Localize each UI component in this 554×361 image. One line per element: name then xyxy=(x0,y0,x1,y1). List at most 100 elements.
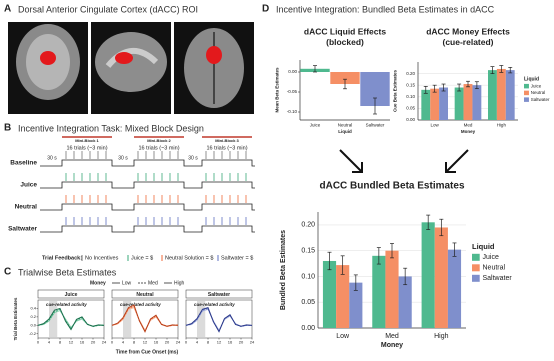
x-tick-label: Neutral xyxy=(338,123,353,128)
row-label: Neutral xyxy=(15,204,38,211)
y-tick-label: 0.4 xyxy=(30,306,36,311)
y-tick-label: 0.10 xyxy=(301,273,315,280)
legend-swatch xyxy=(524,83,529,89)
highlight xyxy=(197,300,206,338)
y-tick-label: 0.00 xyxy=(406,117,415,122)
arrows xyxy=(339,149,469,173)
annotation: cue-related activity xyxy=(194,302,235,307)
bar xyxy=(505,70,515,120)
panel-letter: D xyxy=(262,4,269,15)
block-timeline xyxy=(40,203,255,211)
x-axis-label: Time from Cue Onset (ms) xyxy=(116,349,179,355)
x-tick-label: Low xyxy=(336,333,350,340)
x-tick-label: Low xyxy=(431,123,440,128)
x-tick-label: 0 xyxy=(111,340,114,345)
legend-swatch xyxy=(524,90,529,96)
feedback-label: Juice = $ xyxy=(131,255,153,261)
panel-title: Trialwise Beta Estimates xyxy=(18,267,117,277)
x-axis-label: Money xyxy=(381,342,403,349)
y-tick-label: 0.00 xyxy=(288,69,297,74)
y-tick-label: 0.10 xyxy=(406,94,415,99)
x-tick-label: 16 xyxy=(80,340,85,345)
block-label: 16 trials (~3 min) xyxy=(66,145,107,151)
y-tick-label: -0.10 xyxy=(287,109,298,114)
chart-title: dACC Bundled Beta Estimates xyxy=(319,181,464,192)
facet-label: Saltwater xyxy=(208,292,230,298)
row-label: Juice xyxy=(20,182,37,189)
mini-block-label: Mini-Block 2 xyxy=(147,138,171,143)
bar xyxy=(398,276,412,328)
x-tick-label: 4 xyxy=(48,340,51,345)
x-tick-label: 8 xyxy=(207,340,210,345)
panel-title: Incentive Integration: Bundled Beta Esti… xyxy=(276,4,495,14)
x-tick-label: 20 xyxy=(165,340,170,345)
legend-title: Money xyxy=(90,280,106,286)
y-tick-label: 0.2 xyxy=(30,314,36,319)
x-tick-label: High xyxy=(497,123,507,128)
facet-strip xyxy=(111,289,179,299)
panel-title: Dorsal Anterior Cingulate Cortex (dACC) … xyxy=(18,4,198,14)
x-tick-label: 20 xyxy=(239,340,244,345)
x-tick-label: 24 xyxy=(102,340,107,345)
bar xyxy=(472,85,482,120)
series-line xyxy=(185,306,253,333)
legend-label: Juice xyxy=(483,254,499,261)
x-tick-label: 12 xyxy=(217,340,222,345)
bar xyxy=(463,84,473,120)
facet-label: Neutral xyxy=(136,292,154,298)
annotation: cue-related activity xyxy=(46,302,87,307)
x-axis-label: Money xyxy=(461,129,476,134)
y-axis-label: Mean Beta Estimates xyxy=(275,67,280,113)
y-axis-label: Cue Beta Estimates xyxy=(393,70,398,113)
rest-label: 30 s xyxy=(188,155,198,161)
facet-label: Juice xyxy=(65,292,78,298)
x-tick-label: 16 xyxy=(154,340,159,345)
x-tick-label: 4 xyxy=(196,340,199,345)
legend-label: Neutral xyxy=(483,265,506,272)
bar xyxy=(496,68,506,120)
series-line xyxy=(37,309,105,329)
y-tick-label: 0.15 xyxy=(301,248,315,255)
x-tick-label: 24 xyxy=(250,340,255,345)
y-tick-label: 0.0 xyxy=(30,322,36,327)
rest-label: 30 s xyxy=(118,155,128,161)
bar xyxy=(421,222,435,328)
panel-letter: A xyxy=(4,4,11,15)
x-tick-label: 0 xyxy=(37,340,40,345)
feedback-label: Neutral Solution = $ xyxy=(165,255,213,261)
x-axis-label: Liquid xyxy=(338,129,352,134)
bar xyxy=(349,282,363,328)
legend-swatch xyxy=(472,253,480,261)
legend-label: Med xyxy=(148,280,158,286)
y-tick-label: 0.20 xyxy=(301,222,315,229)
chart-title: (cue-related) xyxy=(442,37,493,47)
y-axis-label: Bundled Beta Estimates xyxy=(280,230,287,310)
y-tick-label: 0.05 xyxy=(406,106,415,111)
x-tick-label: Saltwater xyxy=(366,123,385,128)
legend-label: Saltwater xyxy=(483,275,513,282)
bar xyxy=(385,250,399,328)
row-label: Saltwater xyxy=(8,226,37,233)
legend-swatch xyxy=(472,264,480,272)
x-tick-label: Juice xyxy=(310,123,321,128)
bar xyxy=(454,87,464,120)
bar xyxy=(336,265,350,328)
y-tick-label: 0.00 xyxy=(301,325,315,332)
x-tick-label: 12 xyxy=(143,340,148,345)
bar xyxy=(439,87,448,120)
chart-title: dACC Money Effects xyxy=(426,26,510,36)
panel-letter: C xyxy=(4,267,11,278)
feedback-label: No Incentives xyxy=(85,255,119,261)
chart-title: (blocked) xyxy=(326,37,364,47)
facet-strip xyxy=(185,289,253,299)
y-tick-label: 0.15 xyxy=(406,82,415,87)
block-timeline xyxy=(40,225,255,233)
legend-title: Liquid xyxy=(472,242,495,251)
bar xyxy=(330,72,360,84)
bar xyxy=(322,260,337,328)
bar xyxy=(372,255,386,328)
legend-label: Low xyxy=(122,280,132,286)
bar xyxy=(488,70,497,120)
y-tick-label: 0.05 xyxy=(301,299,315,306)
